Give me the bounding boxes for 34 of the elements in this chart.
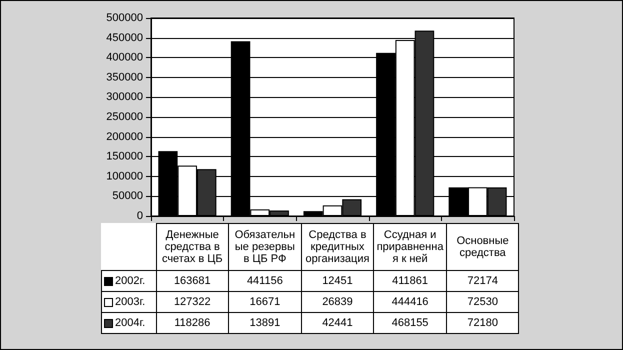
x-tick-label: Средства в кредитных организация — [301, 224, 374, 270]
y-tick-label: 200000 — [106, 130, 143, 143]
y-tick-label: 350000 — [106, 71, 143, 84]
y-tick-label: 150000 — [106, 150, 143, 163]
x-tick-label: Основные средства — [446, 224, 519, 270]
data-label: 26839 — [301, 292, 374, 312]
data-label: 444416 — [374, 292, 446, 312]
data-label: 468155 — [374, 312, 446, 334]
data-label: 127322 — [156, 292, 229, 312]
data-label: 42441 — [301, 312, 374, 334]
y-tick-label: 100000 — [106, 170, 143, 182]
y-tick-label: 250000 — [106, 111, 143, 123]
data-label: 12451 — [301, 270, 374, 292]
data-label: 411861 — [374, 270, 446, 292]
data-label: 13891 — [228, 312, 302, 334]
y-tick-label: 0 — [136, 210, 143, 222]
data-label: 72174 — [446, 270, 519, 292]
data-label: 16671 — [228, 292, 302, 312]
legend-label: 2004г. — [102, 312, 156, 334]
legend-label: 2002г. — [102, 270, 156, 292]
data-label: 441156 — [228, 270, 302, 292]
data-label: 72180 — [446, 312, 519, 334]
data-label: 118286 — [156, 312, 229, 334]
y-tick-label: 400000 — [106, 52, 143, 64]
x-tick-label: Ссудная и приравненная к ней — [374, 224, 446, 270]
y-tick-label: 450000 — [106, 32, 143, 44]
data-label: 163681 — [156, 270, 229, 292]
legend-label: 2003г. — [102, 292, 156, 312]
y-tick-label: 500000 — [106, 12, 143, 24]
y-tick-label: 300000 — [106, 91, 143, 104]
x-tick-label: Денежные средства в счетах в ЦБ — [156, 224, 229, 270]
y-tick-label: 50000 — [112, 190, 143, 202]
data-label: 72530 — [446, 292, 519, 312]
x-tick-label: Обязательные резервы в ЦБ РФ — [228, 224, 302, 270]
